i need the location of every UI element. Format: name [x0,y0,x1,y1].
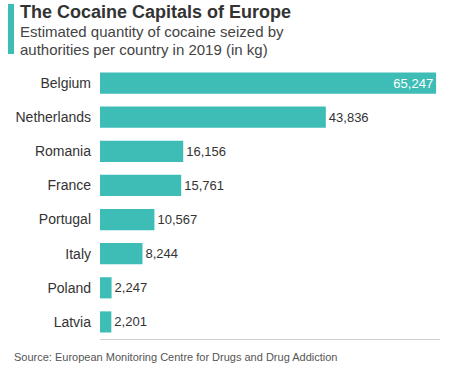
html-text:Source: European Monitoring Ce: Source: European Monitoring Centre for D… [14,351,338,363]
svg-text:43,836: 43,836 [329,110,369,125]
html-text:The Cocaine Capitals of Europe: The Cocaine Capitals of Europe [20,2,291,22]
svg-text:Netherlands: Netherlands [16,109,92,125]
svg-text:Belgium: Belgium [40,75,91,91]
svg-text:Romania: Romania [35,143,91,159]
svg-text:15,761: 15,761 [184,178,224,193]
svg-text:Latvia: Latvia [54,314,92,330]
svg-text:Italy: Italy [65,246,91,262]
svg-text:2,247: 2,247 [115,280,148,295]
svg-text:65,247: 65,247 [393,76,433,91]
svg-text:8,244: 8,244 [145,246,178,261]
svg-text:10,567: 10,567 [157,212,197,227]
svg-text:Portugal: Portugal [39,211,91,227]
html-text:Estimated quantity of cocaine: Estimated quantity of cocaine seized by … [20,23,284,58]
svg-text:2,201: 2,201 [114,314,147,329]
svg-text:Poland: Poland [47,280,91,296]
svg-text:France: France [47,177,91,193]
svg-text:16,156: 16,156 [186,144,226,159]
